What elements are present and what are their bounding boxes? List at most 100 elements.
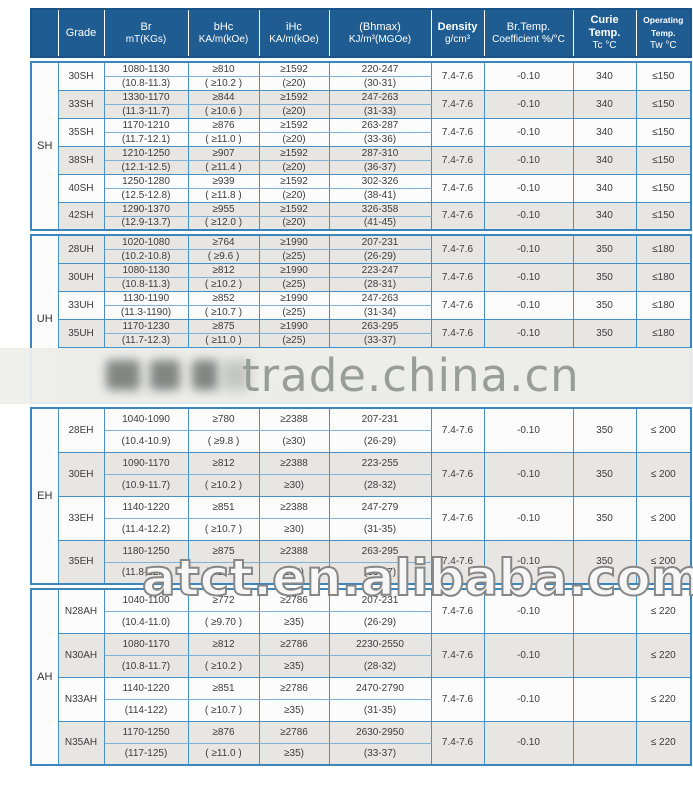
bhmax-value-sub: (33-37): [328, 562, 432, 585]
coefficient-value: -0.10: [483, 495, 574, 541]
bhmax-value-sub: (26-29): [328, 249, 432, 264]
bhmax-value-sub: (26-29): [328, 611, 432, 634]
curie-temp-value: [572, 632, 637, 678]
bhmax-value: 220-247: [328, 61, 432, 77]
density-value: 7.4-7.6: [430, 720, 485, 766]
table-header: Grade Br mT(KGs) bHc KA/m(kOe) iHc KA/m(kOe) (B…: [30, 8, 692, 58]
table-row: 35UH 1170-1230 ≥875 ≥1990 263-295 7.4-7.6 -0.1…: [31, 318, 692, 348]
bhmax-value-sub: (31-33): [328, 104, 432, 119]
bhc-value: ≥780: [187, 407, 260, 431]
br-value: 1080-1130: [103, 61, 189, 77]
bhc-value-sub: ( ≥10.7 ): [187, 699, 260, 722]
bhc-value-sub: ( ≥10.7 ): [187, 305, 260, 320]
bhc-value: ≥772: [187, 588, 260, 612]
density-value: 7.4-7.6: [430, 201, 485, 231]
bhc-value: ≥812: [187, 451, 260, 475]
col-header-operating-temp: Operating Temp. Tw °C: [635, 9, 691, 57]
bhc-value: ≥810: [187, 61, 260, 77]
ihc-value-sub: (≥20): [258, 76, 330, 91]
table-row: (10.8-11.3)( ≥10.2 ) (≥25) (28-31): [31, 277, 691, 292]
br-value-sub: (12.9-13.7): [103, 216, 189, 231]
density-value: 7.4-7.6: [430, 173, 485, 203]
br-value: 1170-1210: [103, 117, 189, 133]
bhc-value: ≥907: [187, 145, 260, 161]
bhmax-value: 223-255: [328, 451, 432, 475]
blurred-logo-shape: [106, 360, 140, 390]
ihc-value-sub: (≥20): [258, 188, 330, 203]
blurred-logo-shape: [192, 360, 218, 390]
table-row: (10.8-11.3)( ≥10.2 ) (≥20) (30-31): [31, 76, 691, 91]
col-header-sub: KA/m(kOe): [198, 33, 249, 45]
ihc-value: ≥1990: [258, 290, 330, 306]
table-row: (11.3-1190)( ≥10.7 ) (≥25) (31-34): [31, 305, 691, 320]
operating-temp-value: ≤150: [635, 145, 692, 175]
col-header-curie-temp: Curie Temp. Tc °C: [572, 9, 636, 57]
ihc-value: ≥1592: [258, 145, 330, 161]
group-label: SH: [30, 61, 59, 231]
br-value-sub: (10.4-10.9): [103, 430, 189, 453]
br-value-sub: (10.8-11.3): [103, 76, 189, 91]
grade-cell: N30AH: [57, 632, 105, 678]
br-value: 1140-1220: [103, 676, 189, 700]
br-value-sub: (12.5-12.8): [103, 188, 189, 203]
col-header-label: Br.Temp.: [506, 20, 551, 33]
grade-cell: 28EH: [57, 407, 105, 453]
ihc-value: ≥2388: [258, 451, 330, 475]
bhc-value: ≥876: [187, 117, 260, 133]
header-row: Grade Br mT(KGs) bHc KA/m(kOe) iHc KA/m(kOe) (B…: [31, 9, 691, 57]
coefficient-value: -0.10: [483, 117, 574, 147]
curie-temp-value: 350: [572, 407, 637, 453]
table-row: 33EH 1140-1220 ≥851 ≥2388 247-279 7.4-7.6 -0.1…: [31, 495, 692, 541]
bhmax-value: 207-231: [328, 588, 432, 612]
col-header-label: Curie Temp.: [588, 14, 621, 39]
br-value-sub: (11.8-12.5): [103, 562, 189, 585]
col-header-label: iHc: [286, 20, 302, 33]
table-row: (12.1-12.5)( ≥11.4 ) (≥20) (36-37): [31, 160, 691, 175]
ihc-value-sub: ≥35): [258, 743, 330, 766]
blurred-logo-shape: [222, 360, 250, 390]
blurred-logo-shape: [150, 360, 180, 390]
br-value-sub: (11.7-12.1): [103, 132, 189, 147]
ihc-value-sub: (≥20): [258, 160, 330, 175]
density-value: 7.4-7.6: [430, 407, 485, 453]
bhc-value-sub: ( ≥10.2 ): [187, 277, 260, 292]
table-row: (117-125)( ≥11.0 ) ≥35) (33-37): [31, 743, 691, 766]
bhmax-value-sub: (33-36): [328, 132, 432, 147]
curie-temp-value: 350: [572, 318, 637, 348]
density-value: 7.4-7.6: [430, 676, 485, 722]
density-value: 7.4-7.6: [430, 117, 485, 147]
operating-temp-value: ≤ 220: [635, 632, 692, 678]
br-value-sub: (10.4-11.0): [103, 611, 189, 634]
ihc-value-sub: ≥30): [258, 562, 330, 585]
col-header-sub: g/cm³: [445, 33, 470, 45]
table-body-sections: SH 30SH 1080-1130 ≥810 ≥1592 220-247 7.4-7.6 -0…: [0, 61, 693, 766]
bhc-value-sub: ( ≥12.0 ): [187, 216, 260, 231]
bhmax-value: 247-263: [328, 89, 432, 105]
density-value: 7.4-7.6: [430, 290, 485, 320]
br-value: 1040-1090: [103, 407, 189, 431]
table-row: 33SH 1330-1170 ≥844 ≥1592 247-263 7.4-7.6 -0.1…: [31, 89, 692, 119]
watermark-trade-china-band: trade.china.cn: [0, 348, 693, 404]
density-value: 7.4-7.6: [430, 234, 485, 264]
bhmax-value-sub: (26-29): [328, 430, 432, 453]
bhmax-value: 263-295: [328, 318, 432, 334]
watermark-alibaba-text: atct.en.alibaba.com: [141, 548, 693, 608]
br-value: 1080-1130: [103, 262, 189, 278]
ihc-value-sub: (≥25): [258, 277, 330, 292]
curie-temp-value: 340: [572, 145, 637, 175]
bhc-value-sub: ( ≥9.8 ): [187, 430, 260, 453]
group-label: EH: [30, 407, 59, 585]
table-row: 33UH 1130-1190 ≥852 ≥1990 247-263 7.4-7.6 -0.1…: [31, 290, 692, 320]
operating-temp-value: ≤ 220: [635, 588, 692, 634]
operating-temp-value: ≤150: [635, 201, 692, 231]
curie-temp-value: [572, 676, 637, 722]
group-label: AH: [30, 588, 59, 766]
col-header-sub: Tc °C: [592, 40, 617, 51]
ihc-value: ≥2786: [258, 588, 330, 612]
bhmax-value: 302-326: [328, 173, 432, 189]
table-row: SH 30SH 1080-1130 ≥810 ≥1592 220-247 7.4-7.6 -0…: [30, 61, 692, 231]
coefficient-value: -0.10: [483, 720, 574, 766]
table-row: N35AH 1170-1250 ≥876 ≥2786 2630-2950 7.4-7.6-…: [31, 720, 692, 766]
ihc-value-sub: ≥35): [258, 611, 330, 634]
density-value: 7.4-7.6: [430, 262, 485, 292]
